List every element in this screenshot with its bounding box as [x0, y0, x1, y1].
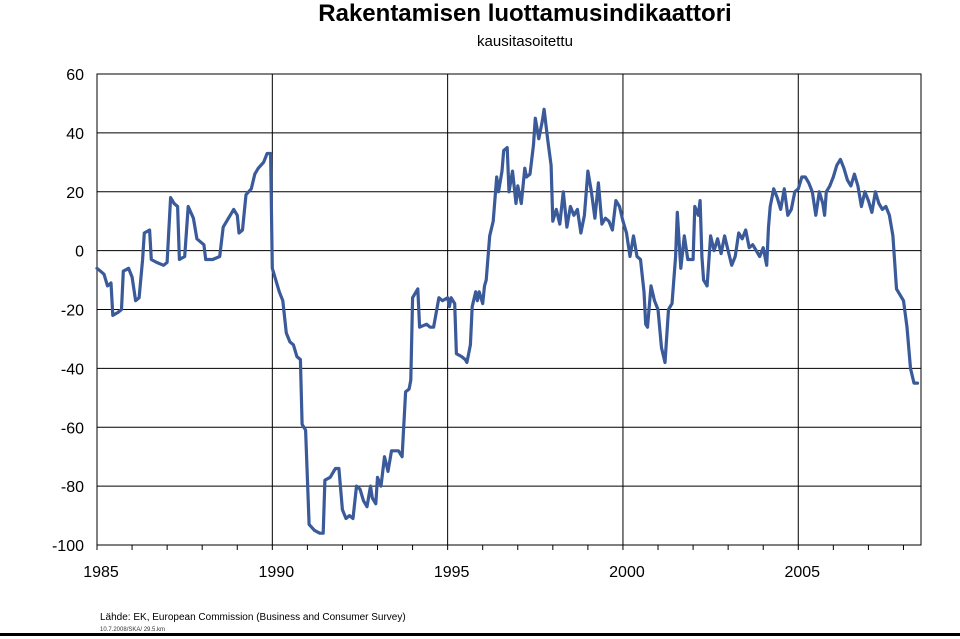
x-tick-label: 1990 — [259, 564, 295, 581]
x-tick-label: 2005 — [784, 564, 820, 581]
y-tick-label: -40 — [61, 361, 84, 378]
chart-subtitle: kausitasoitettu — [477, 33, 573, 50]
y-tick-label: -20 — [61, 303, 84, 320]
y-tick-label: 60 — [66, 67, 84, 84]
date-stamp: 10.7.2008/SKA/ 29.5.km — [100, 627, 166, 633]
y-tick-label: 0 — [75, 244, 84, 261]
source-note: Lähde: EK, European Commission (Business… — [100, 612, 406, 623]
chart-title: Rakentamisen luottamusindikaattori — [318, 0, 732, 27]
y-tick-label: -100 — [52, 538, 84, 555]
y-tick-label: 20 — [66, 185, 84, 202]
x-tick-label: 1985 — [83, 564, 119, 581]
series-line — [95, 107, 920, 535]
x-tick-label: 2000 — [609, 564, 645, 581]
x-tick-label: 1995 — [434, 564, 470, 581]
y-tick-label: -80 — [61, 479, 84, 496]
plot-frame — [96, 73, 922, 546]
bottom-rule — [0, 633, 960, 636]
line-chart: -100 -80 -60 -40 -20 0 20 40 60 1985 1990 1995 2000 2… — [52, 67, 922, 581]
y-tick-label: 40 — [66, 126, 84, 143]
y-tick-label: -60 — [61, 420, 84, 437]
